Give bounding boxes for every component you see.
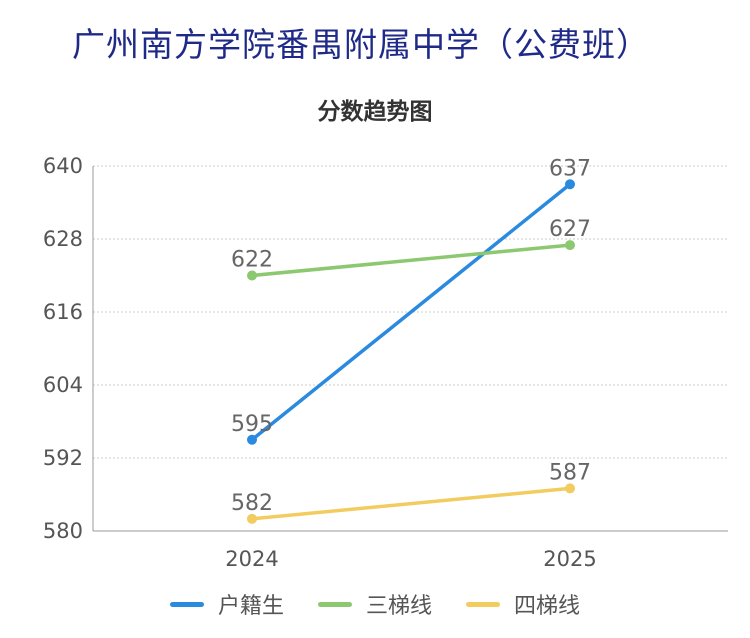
data-point [247, 270, 257, 281]
legend-swatch [317, 601, 352, 607]
data-point [565, 179, 575, 190]
line-chart: 580 592 604 616 628 640 2024 2025 595 637 622 627 58… [43, 154, 728, 571]
legend-swatch [466, 601, 500, 607]
x-tick-label: 2025 [543, 547, 596, 571]
series-line-0 [250, 182, 572, 442]
legend-item[interactable]: 三梯线 [317, 588, 432, 620]
chart-title: 分数趋势图 [317, 99, 433, 125]
legend-item[interactable]: 四梯线 [466, 588, 580, 620]
legend-label: 三梯线 [365, 594, 432, 619]
series-line-1 [250, 243, 572, 278]
legend-item[interactable]: 户籍生 [169, 588, 284, 620]
legend-swatch [169, 601, 204, 607]
data-point [565, 240, 575, 251]
data-point [247, 513, 257, 524]
y-tick-label: 640 [43, 154, 83, 178]
legend-label: 四梯线 [514, 594, 581, 619]
y-tick-label: 580 [43, 519, 83, 543]
data-label: 587 [549, 460, 591, 485]
data-label: 582 [231, 491, 273, 516]
data-label: 637 [549, 156, 591, 181]
data-label: 622 [231, 248, 273, 273]
y-tick-label: 616 [43, 300, 83, 324]
page-title: 广州南方学院番禺附属中学（公费班） [72, 25, 650, 64]
legend-label: 户籍生 [217, 594, 284, 619]
x-tick-label: 2024 [225, 547, 278, 571]
chart-legend: 户籍生 三梯线 四梯线 [0, 588, 750, 620]
data-label: 595 [231, 412, 273, 437]
series-line-2 [250, 486, 572, 521]
y-tick-label: 604 [43, 373, 83, 397]
y-tick-label: 592 [43, 446, 83, 470]
data-label: 627 [549, 217, 591, 242]
data-point [565, 483, 575, 494]
y-tick-label: 628 [43, 227, 83, 251]
data-point [247, 434, 257, 445]
